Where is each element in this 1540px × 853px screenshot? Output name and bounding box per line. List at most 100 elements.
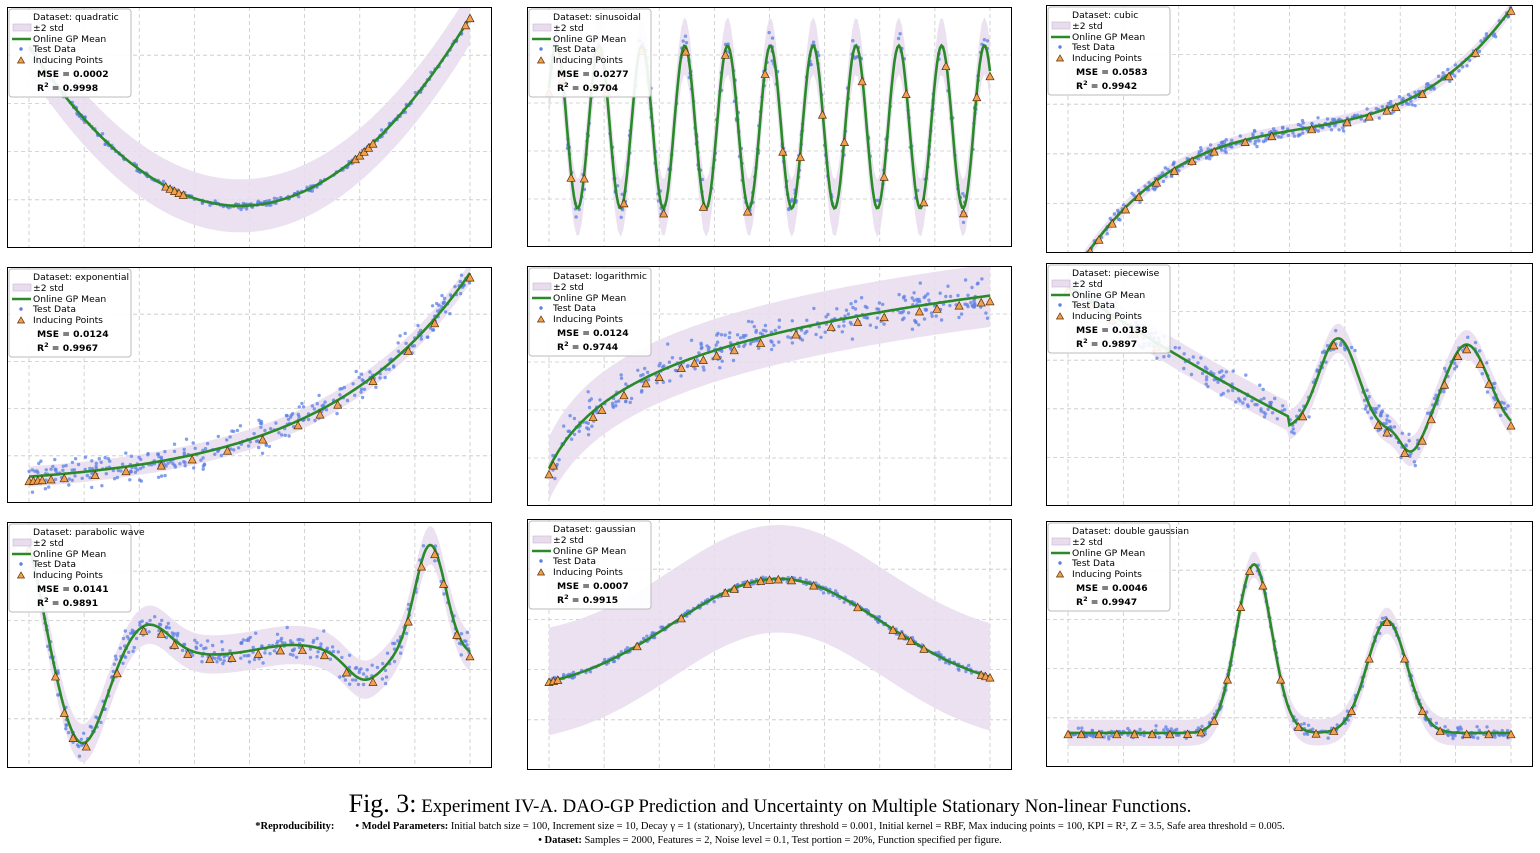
test-point: [1367, 395, 1371, 399]
test-point: [121, 661, 125, 665]
test-point: [1262, 410, 1266, 415]
test-point: [1477, 728, 1481, 732]
legend-r2: R2 = 0.9704: [557, 81, 618, 94]
inducing-point: [1382, 617, 1392, 626]
test-point: [131, 649, 135, 653]
test-point: [719, 333, 724, 337]
test-point: [76, 462, 81, 467]
test-point: [961, 192, 965, 196]
test-point: [798, 576, 802, 580]
test-point: [457, 641, 462, 645]
test-point: [283, 433, 287, 437]
inducing-point: [37, 475, 47, 485]
test-point: [260, 451, 265, 455]
test-point: [158, 623, 163, 627]
inducing-points: [161, 13, 475, 199]
inducing-point: [588, 412, 598, 422]
test-point: [464, 639, 468, 643]
test-point: [1477, 349, 1482, 353]
test-point: [898, 310, 902, 315]
test-point: [404, 631, 409, 636]
test-point: [1426, 82, 1430, 86]
test-point: [864, 316, 868, 320]
test-point: [272, 649, 277, 653]
test-point: [689, 338, 694, 342]
test-point: [924, 308, 929, 312]
test-point: [1204, 382, 1208, 386]
test-point: [681, 39, 685, 43]
test-point: [956, 293, 960, 298]
test-point: [79, 737, 84, 741]
inducing-points: [1063, 566, 1516, 739]
inducing-point: [853, 317, 863, 326]
test-point: [1262, 415, 1267, 419]
test-point: [662, 364, 666, 368]
test-point: [1076, 726, 1081, 730]
test-point: [88, 466, 92, 471]
test-point: [823, 330, 827, 334]
test-point: [551, 453, 555, 458]
test-point: [746, 319, 751, 324]
test-point: [777, 318, 782, 322]
test-point: [147, 630, 151, 634]
test-point: [399, 651, 403, 655]
test-point: [1302, 732, 1307, 736]
test-point: [228, 649, 232, 653]
test-point: [585, 426, 589, 430]
inducing-point: [1169, 166, 1179, 175]
test-point: [289, 413, 294, 417]
test-point: [159, 474, 164, 478]
inducing-point: [954, 300, 964, 310]
test-point: [757, 346, 761, 350]
test-point: [257, 657, 261, 661]
test-point: [213, 452, 217, 456]
figure-label: Fig. 3:: [348, 789, 417, 818]
inducing-points: [544, 296, 995, 479]
axes-frame: [7, 7, 492, 248]
legend-band-swatch: [12, 23, 32, 32]
legend-r2: R2 = 0.9942: [1076, 79, 1137, 92]
legend-std-label: ±2 std: [33, 538, 64, 549]
test-point: [94, 464, 98, 468]
test-point: [1154, 724, 1158, 728]
test-point: [789, 336, 793, 340]
gp-mean-line: [1085, 7, 1513, 253]
test-point: [1492, 396, 1496, 400]
test-point: [361, 672, 366, 676]
inducing-point: [222, 445, 233, 455]
test-point: [385, 651, 390, 655]
test-point: [383, 668, 388, 673]
inducing-point: [826, 322, 836, 331]
inducing-point: [1346, 706, 1357, 716]
test-point: [1442, 389, 1446, 394]
test-point: [930, 314, 934, 318]
gp-mean-line: [27, 543, 471, 745]
test-point: [824, 315, 828, 319]
test-point: [1365, 107, 1369, 111]
test-point: [946, 284, 950, 288]
inducing-point: [553, 675, 563, 684]
inducing-point: [1453, 351, 1463, 361]
test-point: [357, 670, 361, 675]
legend-band-swatch: [532, 23, 552, 32]
test-point: [882, 322, 886, 326]
test-point: [100, 484, 104, 488]
test-point: [804, 578, 808, 582]
test-point: [94, 461, 99, 466]
test-point: [927, 298, 931, 302]
test-point: [811, 40, 816, 44]
test-point: [1434, 721, 1439, 725]
legend-r2: R2 = 0.9897: [1076, 337, 1137, 350]
test-point: [683, 34, 688, 38]
test-point: [754, 330, 758, 334]
r2-prefix: R: [1076, 81, 1083, 92]
test-point: [948, 294, 953, 299]
test-point: [298, 637, 302, 642]
test-point: [184, 437, 189, 441]
std-band: [549, 266, 990, 500]
inducing-point: [275, 645, 285, 655]
inducing-point: [1134, 192, 1144, 201]
inducing-point: [654, 372, 664, 381]
test-point: [1199, 146, 1203, 150]
